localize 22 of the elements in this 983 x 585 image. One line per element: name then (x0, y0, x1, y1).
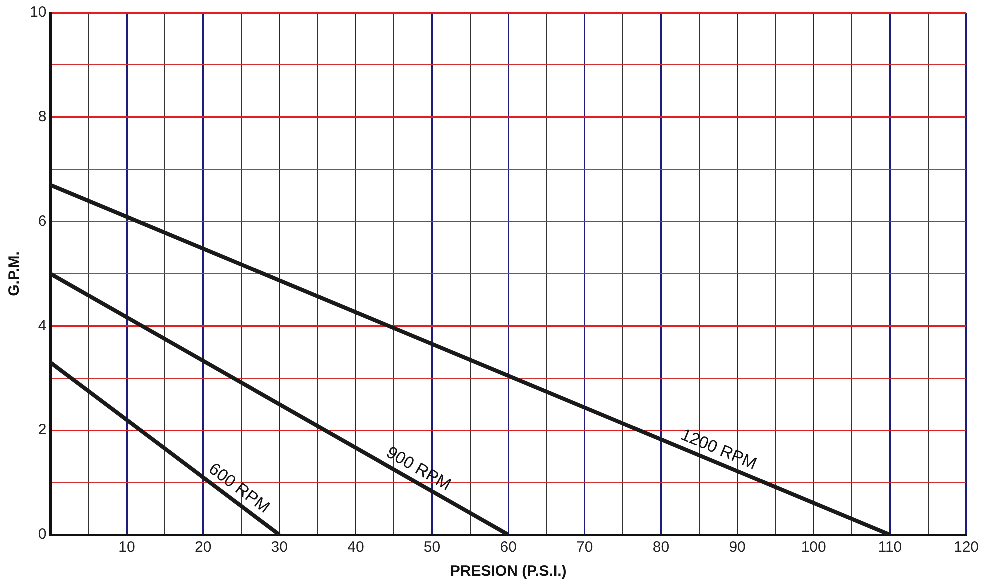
x-tick-label: 40 (348, 539, 364, 556)
y-tick-label: 10 (30, 4, 47, 22)
text: 900 RPM (384, 442, 454, 494)
x-axis-title: PRESION (P.S.I.) (450, 563, 567, 580)
x-tick-label: 10 (118, 539, 136, 556)
y-tick-label: 4 (38, 317, 47, 334)
y-tick-label: 2 (38, 422, 47, 439)
x-tick-label: 100 (801, 539, 826, 556)
x-tick-label: 110 (878, 539, 902, 556)
text: 1200 RPM (678, 425, 760, 474)
x-tick-label: 70 (576, 539, 594, 556)
x-tick-label: 50 (424, 539, 441, 556)
x-tick-label: 80 (652, 539, 670, 556)
x-tick-label: 90 (729, 539, 746, 556)
x-tick-label: 120 (954, 539, 979, 556)
x-tick-label: 30 (271, 539, 288, 556)
x-tick-label: 20 (194, 539, 212, 556)
y-axis-title: G.P.M. (6, 252, 24, 296)
y-tick-label: 6 (38, 212, 47, 230)
y-tick-label: 8 (38, 108, 47, 126)
y-tick-label: 0 (38, 526, 47, 544)
x-tick-label: 60 (500, 539, 517, 556)
